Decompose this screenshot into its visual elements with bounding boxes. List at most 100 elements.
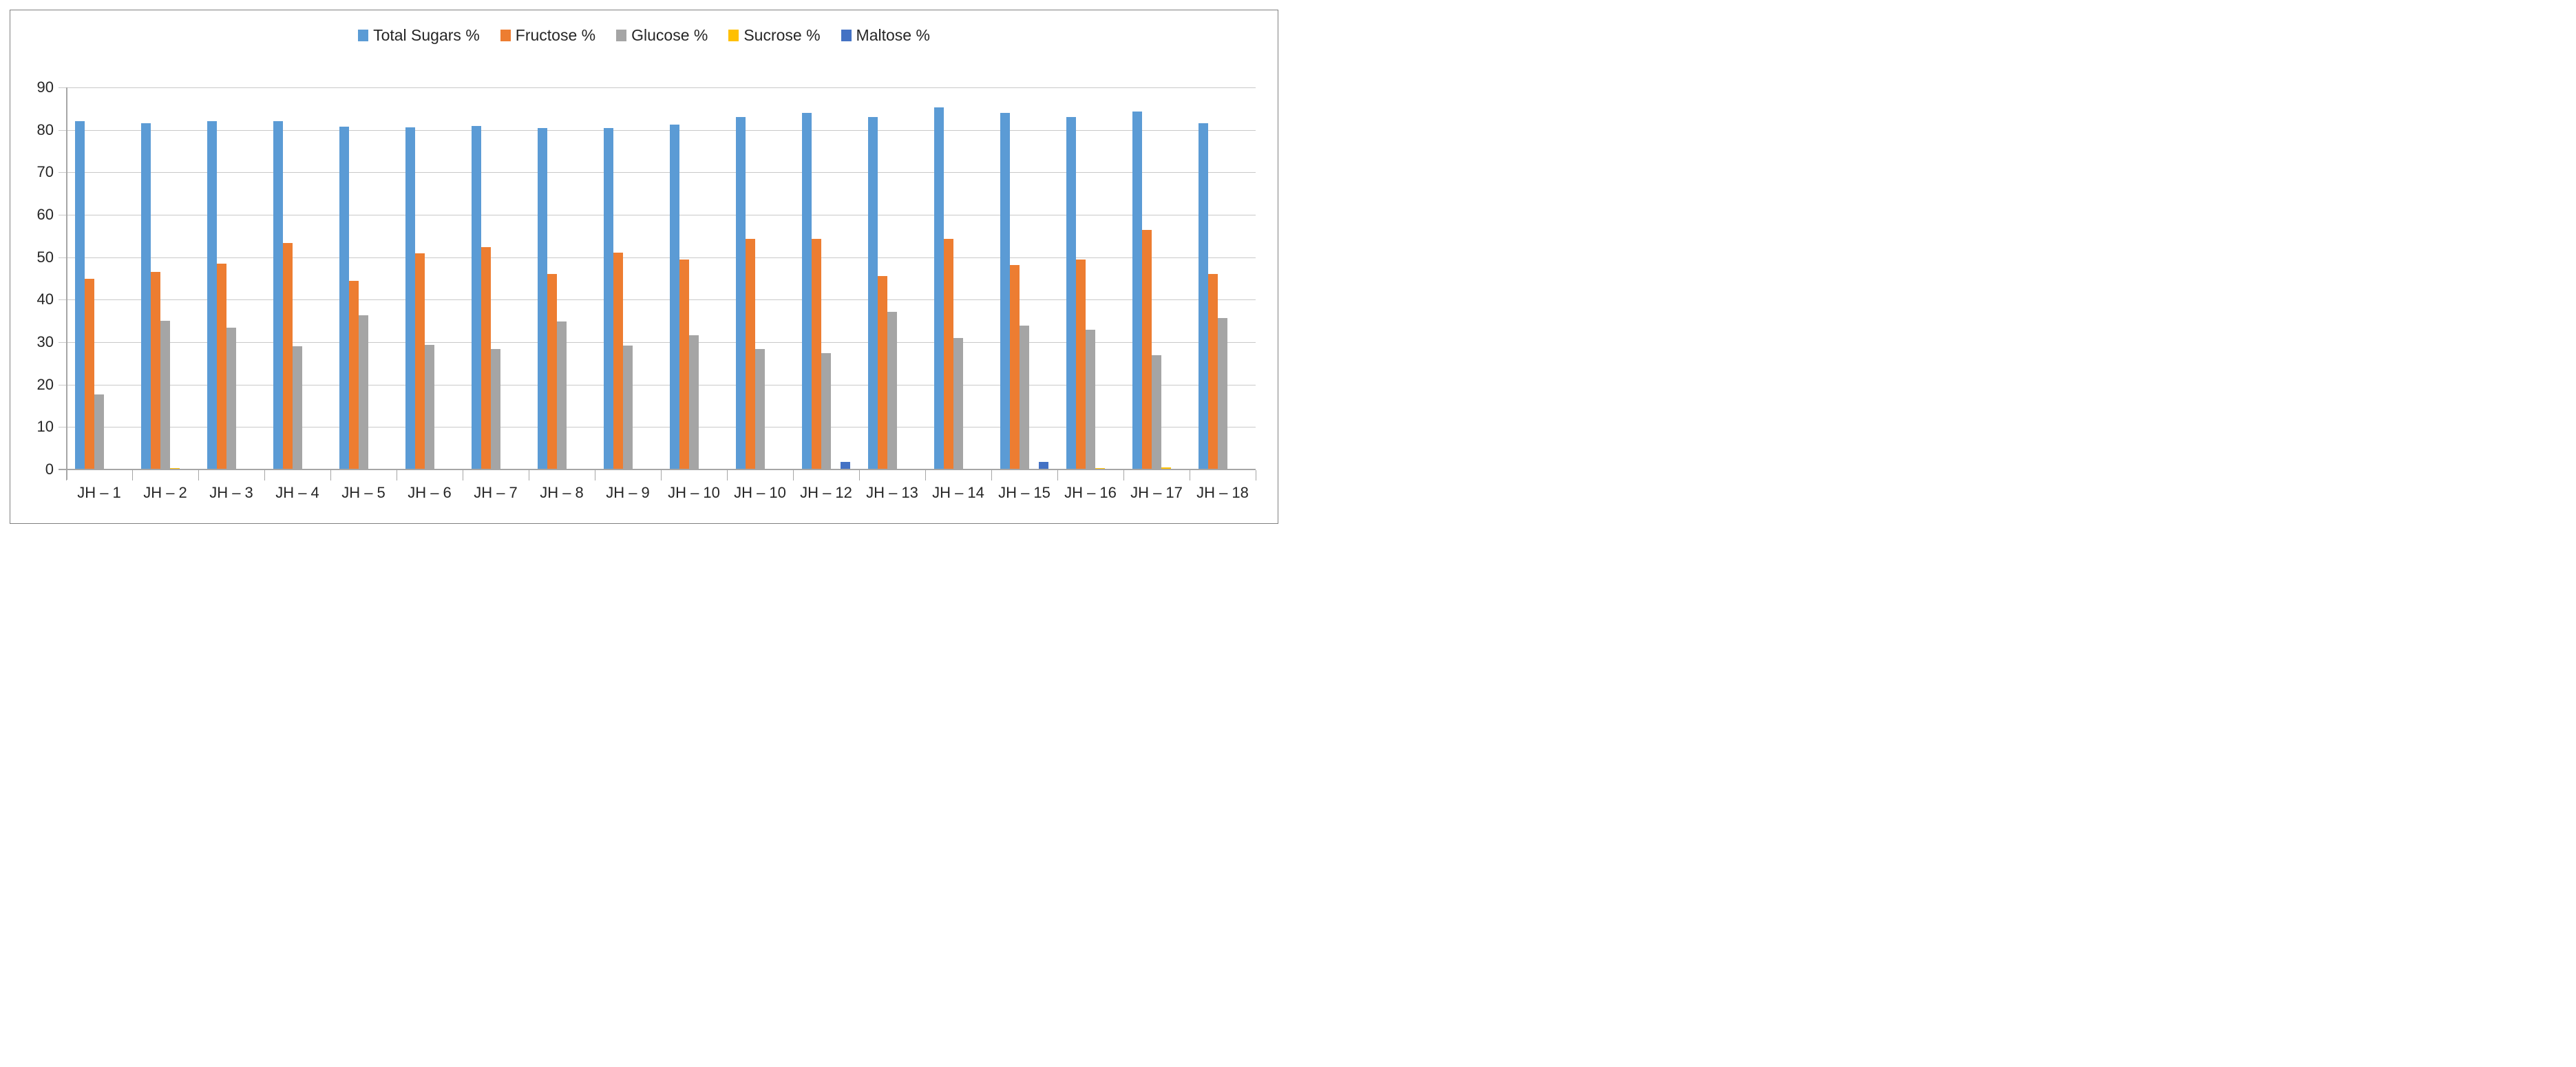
legend-swatch-total-sugars	[358, 30, 369, 41]
bar-glucose-jh-10-10	[688, 335, 699, 469]
x-axis-label-8: JH – 8	[540, 484, 584, 501]
chart-legend: Total Sugars % Fructose % Glucose % Sucrose…	[0, 26, 1288, 45]
x-axis-tick-14	[991, 470, 992, 480]
bar-total-sugars-jh-15-15	[1000, 113, 1010, 469]
legend-item-total-sugars: Total Sugars %	[358, 26, 480, 45]
legend-swatch-fructose	[500, 30, 511, 41]
bar-fructose-jh-15-15	[1009, 264, 1020, 469]
bar-glucose-jh-16-16	[1085, 330, 1096, 469]
x-axis-tick-2	[198, 470, 199, 480]
y-axis-label-0: 0	[45, 461, 54, 478]
bar-fructose-jh-10-10	[679, 260, 689, 469]
y-axis-label-20: 20	[36, 375, 54, 393]
chart-canvas: Total Sugars % Fructose % Glucose % Sucrose…	[0, 0, 1288, 534]
bar-total-sugars-jh-6-6	[405, 127, 415, 469]
x-axis-label-18: JH – 18	[1196, 484, 1249, 501]
plot-area: 0 10 20 30 40 50 60 70 80 90 JH – 1 JH – 2 JH – 3 JH …	[0, 0, 1288, 534]
bar-total-sugars-jh-16-16	[1066, 117, 1076, 469]
x-axis-label-16: JH – 16	[1064, 484, 1117, 501]
bar-fructose-jh-3-3	[216, 263, 226, 469]
x-axis-tick-9	[661, 470, 662, 480]
bar-total-sugars-jh-17-17	[1132, 112, 1142, 469]
bar-total-sugars-jh-5-5	[339, 126, 349, 469]
bar-maltose-jh-15-15	[1039, 461, 1049, 469]
bar-glucose-jh-6-6	[424, 344, 435, 469]
bar-fructose-jh-2-2	[150, 272, 160, 469]
bar-glucose-jh-5-5	[358, 315, 369, 469]
x-axis-tick-12	[859, 470, 860, 480]
y-axis-label-60: 60	[36, 206, 54, 223]
y-axis-label-80: 80	[36, 120, 54, 138]
bar-total-sugars-jh-10-11	[735, 117, 746, 469]
legend-label: Fructose %	[515, 26, 596, 44]
x-axis-label-13: JH – 13	[866, 484, 918, 501]
x-axis-label-4: JH – 4	[275, 484, 319, 501]
bar-sucrose-jh-2-2	[170, 467, 180, 469]
gridline-70	[59, 172, 1256, 173]
x-axis-tick-1	[132, 470, 133, 480]
x-axis-label-14: JH – 14	[932, 484, 984, 501]
bar-fructose-jh-8-8	[547, 274, 557, 469]
bar-fructose-jh-9-9	[613, 252, 623, 469]
x-axis-label-7: JH – 7	[474, 484, 518, 501]
legend-label: Maltose %	[856, 26, 930, 44]
bar-glucose-jh-3-3	[226, 328, 237, 469]
legend-label: Total Sugars %	[373, 26, 480, 44]
bar-fructose-jh-13-13	[877, 276, 887, 469]
bar-fructose-jh-6-6	[414, 253, 425, 469]
y-axis-label-10: 10	[36, 418, 54, 436]
bar-maltose-jh-12-12	[841, 461, 851, 469]
bar-fructose-jh-5-5	[348, 280, 359, 469]
legend-swatch-sucrose	[728, 30, 739, 41]
y-axis-label-50: 50	[36, 248, 54, 266]
legend-item-maltose: Maltose %	[841, 26, 930, 45]
bar-glucose-jh-4-4	[292, 346, 303, 469]
bar-fructose-jh-7-7	[481, 246, 491, 469]
bar-glucose-jh-1-1	[94, 394, 105, 469]
bar-glucose-jh-7-7	[490, 348, 501, 469]
legend-label: Sucrose %	[743, 26, 821, 44]
x-axis-label-15: JH – 15	[998, 484, 1051, 501]
bar-fructose-jh-1-1	[84, 278, 94, 469]
y-axis-label-70: 70	[36, 163, 54, 181]
y-axis-label-30: 30	[36, 333, 54, 350]
bar-fructose-jh-18-18	[1207, 273, 1218, 469]
bar-total-sugars-jh-14-14	[933, 107, 944, 469]
legend-item-sucrose: Sucrose %	[728, 26, 821, 45]
gridline-90	[59, 87, 1256, 88]
bar-glucose-jh-14-14	[953, 338, 964, 469]
x-axis-label-11: JH – 10	[734, 484, 786, 501]
bar-glucose-jh-9-9	[622, 345, 633, 469]
legend-label: Glucose %	[631, 26, 708, 44]
bar-total-sugars-jh-13-13	[867, 117, 878, 469]
bar-glucose-jh-2-2	[160, 321, 171, 469]
gridline-50	[59, 257, 1256, 258]
bar-total-sugars-jh-7-7	[471, 125, 481, 469]
bar-total-sugars-jh-2-2	[140, 123, 151, 469]
bar-fructose-jh-17-17	[1141, 230, 1152, 469]
bar-fructose-jh-4-4	[282, 243, 293, 469]
legend-swatch-glucose	[616, 30, 627, 41]
x-axis-line	[59, 469, 1256, 470]
y-axis-label-90: 90	[36, 78, 54, 96]
legend-item-fructose: Fructose %	[500, 26, 595, 45]
bar-glucose-jh-15-15	[1019, 325, 1030, 469]
x-axis-label-2: JH – 2	[143, 484, 187, 501]
x-axis-tick-10	[727, 470, 728, 480]
bar-total-sugars-jh-9-9	[603, 127, 613, 469]
bar-total-sugars-jh-1-1	[74, 121, 85, 469]
legend-swatch-maltose	[841, 30, 852, 41]
x-axis-tick-11	[793, 470, 794, 480]
x-axis-tick-13	[925, 470, 926, 480]
x-axis-label-3: JH – 3	[209, 484, 253, 501]
x-axis-tick-3	[264, 470, 265, 480]
x-axis-label-5: JH – 5	[341, 484, 386, 501]
bar-fructose-jh-12-12	[811, 238, 821, 469]
bar-glucose-jh-12-12	[821, 353, 832, 469]
x-axis-label-1: JH – 1	[77, 484, 121, 501]
bar-total-sugars-jh-3-3	[207, 121, 217, 469]
gridline-40	[59, 299, 1256, 301]
x-axis-label-9: JH – 9	[606, 484, 650, 501]
x-axis-label-10: JH – 10	[668, 484, 720, 501]
x-axis-label-12: JH – 12	[800, 484, 852, 501]
